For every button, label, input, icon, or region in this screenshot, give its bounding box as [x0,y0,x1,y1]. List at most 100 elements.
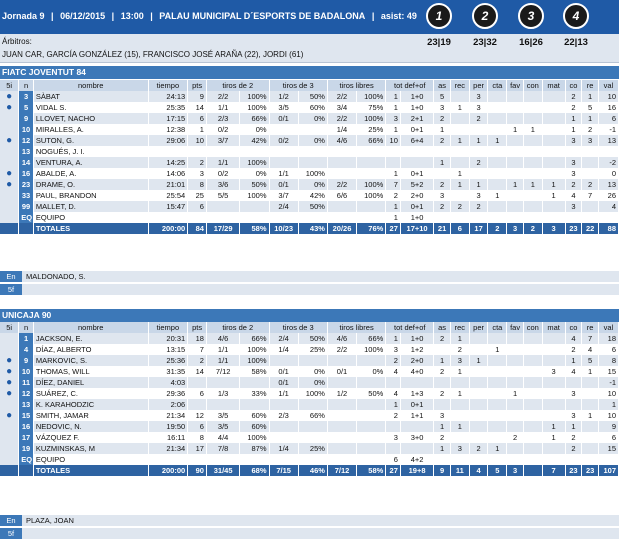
player-row[interactable]: 16 NEDOVIC, N. 19:50 6 3/5 60% 1 1 1 1 9 [0,421,619,432]
player-row[interactable]: 10 MIRALLES, A. 12:38 1 0/2 0% 1/4 25% 1 0+1 1 1 1 1 2… [0,124,619,135]
player-name[interactable]: SUTON, G. [33,135,149,146]
column-header-per[interactable]: per [469,80,489,91]
column-header-mat[interactable]: mat [542,322,566,333]
player-name[interactable]: MIRALLES, A. [33,124,149,135]
player-name[interactable]: THOMAS, WILL [33,366,149,377]
player-row[interactable]: 9 LLOVET, NACHO 17:15 6 2/3 66% 0/1 0% 2/2 100% 3 2… [0,113,619,124]
column-header-re[interactable]: re [581,80,599,91]
column-header-n[interactable]: n [18,322,34,333]
column-header-reb[interactable]: tot def+of [385,322,435,333]
player-name[interactable]: MALLET, D. [33,201,149,212]
column-header-five[interactable]: 5i [0,322,20,333]
quarter-1-button[interactable]: 1 [426,3,452,29]
stat-mat [542,399,566,410]
stat-pts [187,212,207,223]
column-header-n[interactable]: n [18,80,34,91]
column-header-name[interactable]: nombre [33,322,149,333]
team-row[interactable]: EQ EQUIPO 1 1+0 [0,212,619,223]
column-header-reb[interactable]: tot def+of [385,80,435,91]
player-name[interactable]: SMITH, JAMAR [33,410,149,421]
column-header-con[interactable]: con [523,80,543,91]
player-name[interactable]: DRAME, O. [33,179,149,190]
player-name[interactable]: VENTURA, A. [33,157,149,168]
column-header-tl[interactable]: tiros libres [327,322,387,333]
column-header-five[interactable]: 5i [0,80,20,91]
column-header-time[interactable]: tiempo [148,80,189,91]
player-name[interactable]: DÍEZ, DANIEL [33,377,149,388]
player-row[interactable]: ● 12 SUTON, G. 29:06 10 3/7 42% 0/2 0% 4/6 66% 10 6+… [0,135,619,146]
column-header-co[interactable]: co [565,80,583,91]
quarter-4-button[interactable]: 4 [563,3,589,29]
column-header-per[interactable]: per [469,322,489,333]
player-row[interactable]: 4 DÍAZ, ALBERTO 13:15 7 1/1 100% 1/4 25% 2/2 100%… [0,344,619,355]
column-header-t3[interactable]: tiros de 3 [269,322,328,333]
column-header-val[interactable]: val [598,80,619,91]
column-header-as[interactable]: as [433,322,451,333]
column-header-rec[interactable]: rec [450,80,470,91]
column-header-fav[interactable]: fav [506,322,524,333]
column-header-mat[interactable]: mat [542,80,566,91]
player-row[interactable]: 13 NOGUÉS, J. I. [0,146,619,157]
stat-t2p [239,201,270,212]
column-header-val[interactable]: val [598,322,619,333]
totals-row[interactable]: TOTALES 200:00 90 31/45 68% 7/15 46% 7/12 58% 27 1… [0,465,619,476]
column-header-name[interactable]: nombre [33,80,149,91]
column-header-t2[interactable]: tiros de 2 [206,322,270,333]
player-number: 99 [18,201,34,212]
stat-tl: 1/4 [327,124,358,135]
column-header-cta[interactable]: cta [487,80,508,91]
quarter-3-button[interactable]: 3 [518,3,544,29]
quarter-2-button[interactable]: 2 [472,3,498,29]
player-row[interactable]: ● 5 VIDAL S. 25:35 14 1/1 100% 3/5 60% 3/4 75% 1 1+0… [0,102,619,113]
stat-t3 [269,146,299,157]
player-name[interactable]: NOGUÉS, J. I. [33,146,149,157]
column-header-pts[interactable]: pts [187,322,207,333]
player-name[interactable]: KUZMINSKAS, M [33,443,149,454]
player-row[interactable]: ● 3 SÀBAT 24:13 9 2/2 100% 1/2 50% 2/2 100% 1 1+0 5 3 2… [0,91,619,102]
player-name[interactable]: PAUL, BRANDON [33,190,149,201]
player-row[interactable]: ● 15 SMITH, JAMAR 21:34 12 3/5 60% 2/3 66% 2 1+1 3 3… [0,410,619,421]
player-name[interactable]: K. KARAHODZIC [33,399,149,410]
player-name[interactable]: SUÁREZ, C. [33,388,149,399]
player-row[interactable]: 99 MALLET, D. 15:47 6 2/4 50% 1 0+1 2 2 2 3 4 [0,201,619,212]
column-header-rec[interactable]: rec [450,322,470,333]
column-header-con[interactable]: con [523,322,543,333]
player-row[interactable]: ● 23 DRAME, O. 21:01 8 3/6 50% 0/1 0% 2/2 100% 7 5+2… [0,179,619,190]
stat-t3: 0/1 [269,179,299,190]
player-row[interactable]: ● 16 ABALDE, A. 14:06 3 0/2 0% 1/1 100% 1 0+1 1 3 0 [0,168,619,179]
player-row[interactable]: ● 10 THOMAS, WILL 31:35 14 7/12 58% 0/1 0% 0/1 0% 4… [0,366,619,377]
player-row[interactable]: 17 VÁZQUEZ F. 16:11 8 4/4 100% 3 3+0 2 2 1 2 6 [0,432,619,443]
player-row[interactable]: ● 12 SUÁREZ, C. 29:36 6 1/3 33% 1/1 100% 1/2 50% 4 1… [0,388,619,399]
stat-fav [506,201,524,212]
player-row[interactable]: 33 PAUL, BRANDON 25:54 25 5/5 100% 3/7 42% 6/6 10… [0,190,619,201]
player-name[interactable]: VIDAL S. [33,102,149,113]
team-row[interactable]: EQ EQUIPO 6 4+2 [0,454,619,465]
player-row[interactable]: 19 KUZMINSKAS, M 21:34 17 7/8 87% 1/4 25% 1 3 2 1 2 1… [0,443,619,454]
player-name[interactable]: JACKSON, E. [33,333,149,344]
stat-t2p: 66% [239,333,270,344]
column-header-fav[interactable]: fav [506,80,524,91]
column-header-as[interactable]: as [433,80,451,91]
player-name[interactable]: MARKOVIC, S. [33,355,149,366]
totals-row[interactable]: TOTALES 200:00 84 17/29 58% 10/23 43% 20/26 76% 2… [0,223,619,234]
player-name[interactable]: SÀBAT [33,91,149,102]
player-row[interactable]: ● 11 DÍEZ, DANIEL 4:03 0/1 0% -1 [0,377,619,388]
column-header-re[interactable]: re [581,322,599,333]
player-name[interactable]: DÍAZ, ALBERTO [33,344,149,355]
column-header-tl[interactable]: tiros libres [327,80,387,91]
column-header-pts[interactable]: pts [187,80,207,91]
player-row[interactable]: 13 K. KARAHODZIC 2:06 1 0+1 1 [0,399,619,410]
column-header-cta[interactable]: cta [487,322,508,333]
player-name[interactable]: ABALDE, A. [33,168,149,179]
player-name[interactable]: VÁZQUEZ F. [33,432,149,443]
stat-rec: 1 [450,421,470,432]
column-header-t2[interactable]: tiros de 2 [206,80,270,91]
column-header-co[interactable]: co [565,322,583,333]
column-header-t3[interactable]: tiros de 3 [269,80,328,91]
player-row[interactable]: 1 JACKSON, E. 20:31 18 4/6 66% 2/4 50% 4/6 66% 1 1+… [0,333,619,344]
player-name[interactable]: NEDOVIC, N. [33,421,149,432]
player-row[interactable]: 14 VENTURA, A. 14:25 2 1/1 100% 1 2 3 -2 [0,157,619,168]
player-name[interactable]: LLOVET, NACHO [33,113,149,124]
player-row[interactable]: ● 9 MARKOVIC, S. 25:36 2 1/1 100% 2 2+0 1 3 1 1 5 8 [0,355,619,366]
column-header-time[interactable]: tiempo [148,322,189,333]
